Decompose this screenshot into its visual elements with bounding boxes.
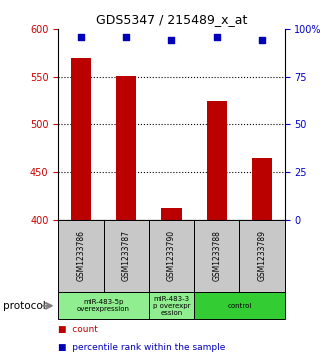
Text: control: control	[227, 303, 252, 309]
Point	[78, 34, 84, 40]
Bar	[206, 101, 227, 220]
Point	[124, 34, 129, 40]
Text: ■  count: ■ count	[58, 325, 98, 334]
Bar	[161, 208, 182, 220]
Point	[169, 37, 174, 43]
Bar	[71, 58, 91, 220]
Text: GSM1233787: GSM1233787	[122, 231, 131, 281]
Text: GSM1233788: GSM1233788	[212, 231, 221, 281]
Point	[214, 34, 219, 40]
Text: GSM1233789: GSM1233789	[257, 231, 267, 281]
Text: GSM1233790: GSM1233790	[167, 231, 176, 281]
Point	[259, 37, 265, 43]
Bar	[116, 76, 137, 220]
Text: protocol: protocol	[3, 301, 46, 311]
Bar	[252, 158, 272, 220]
Text: miR-483-5p
overexpression: miR-483-5p overexpression	[77, 299, 130, 312]
Title: GDS5347 / 215489_x_at: GDS5347 / 215489_x_at	[96, 13, 247, 26]
Text: ■  percentile rank within the sample: ■ percentile rank within the sample	[58, 343, 226, 352]
Text: GSM1233786: GSM1233786	[76, 231, 86, 281]
Text: miR-483-3
p overexpr
ession: miR-483-3 p overexpr ession	[153, 296, 190, 316]
